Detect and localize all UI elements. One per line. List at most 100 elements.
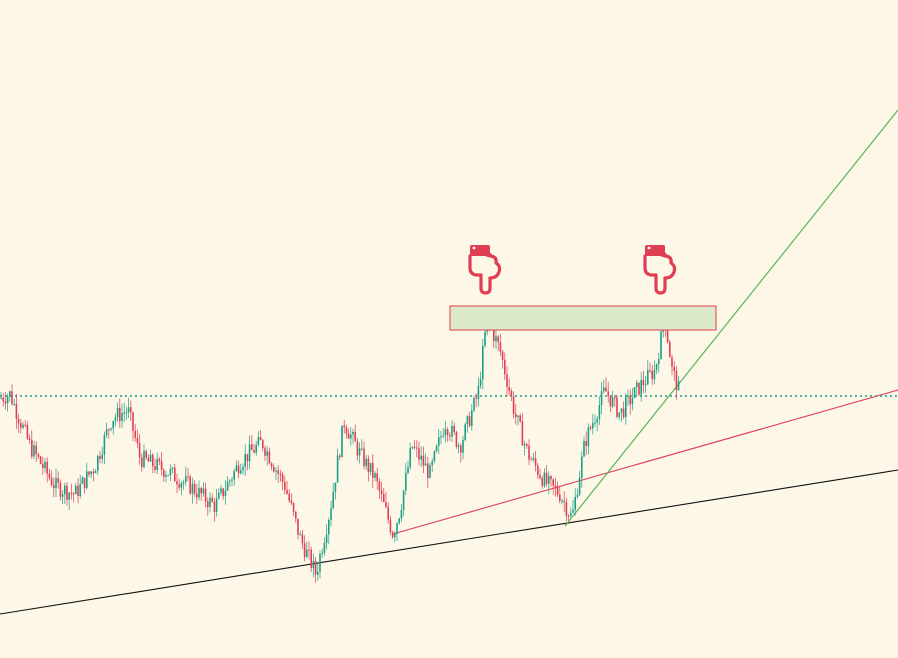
candle bbox=[376, 467, 378, 490]
candle-body bbox=[332, 491, 334, 509]
candle-body bbox=[471, 410, 473, 427]
candle-body bbox=[457, 445, 460, 448]
candle-body bbox=[125, 412, 128, 414]
candle bbox=[565, 497, 568, 522]
candle bbox=[119, 398, 121, 428]
candle bbox=[171, 466, 174, 474]
candle bbox=[506, 366, 508, 397]
candle-body bbox=[211, 497, 213, 502]
candle-body bbox=[204, 488, 207, 502]
candle-body bbox=[565, 502, 568, 516]
candle bbox=[596, 416, 598, 432]
candle-body bbox=[180, 483, 183, 488]
candle-body bbox=[649, 370, 651, 372]
candle bbox=[196, 484, 198, 505]
candle bbox=[653, 360, 656, 385]
candle bbox=[539, 468, 541, 480]
candle-body bbox=[158, 458, 161, 462]
candle-body bbox=[55, 477, 57, 489]
candle bbox=[101, 446, 103, 464]
candle bbox=[512, 391, 515, 419]
candle-body bbox=[28, 438, 31, 441]
candle bbox=[90, 470, 92, 479]
candle bbox=[358, 442, 361, 464]
candle-body bbox=[328, 520, 330, 535]
candle bbox=[110, 427, 112, 432]
candle bbox=[418, 441, 420, 466]
candle-body bbox=[138, 443, 141, 458]
candle bbox=[224, 480, 227, 505]
candle bbox=[317, 563, 319, 581]
candle bbox=[567, 514, 570, 521]
candle bbox=[284, 475, 286, 495]
candle-body bbox=[352, 431, 354, 435]
candle-body bbox=[572, 509, 574, 513]
candle-body bbox=[462, 439, 464, 453]
candle bbox=[413, 440, 416, 450]
candle-body bbox=[46, 461, 48, 474]
candle-body bbox=[312, 560, 315, 569]
candle bbox=[345, 424, 348, 439]
candle-body bbox=[365, 458, 367, 467]
candle bbox=[411, 446, 414, 450]
candle bbox=[279, 469, 282, 482]
candle bbox=[651, 364, 653, 385]
candle-body bbox=[255, 444, 257, 453]
candle bbox=[314, 556, 317, 583]
candle-body bbox=[677, 381, 680, 391]
candle-body bbox=[640, 379, 642, 395]
candle-body bbox=[446, 429, 449, 436]
candle-body bbox=[596, 418, 598, 423]
candle-body bbox=[499, 342, 502, 352]
candle-body bbox=[497, 336, 499, 343]
candle-body bbox=[35, 445, 37, 455]
candle-body bbox=[363, 448, 365, 467]
candle bbox=[592, 413, 594, 435]
candle-body bbox=[347, 433, 350, 439]
candle-body bbox=[48, 473, 51, 478]
candle bbox=[220, 484, 222, 496]
candle bbox=[671, 354, 673, 376]
candle bbox=[526, 443, 528, 450]
candle bbox=[22, 421, 24, 430]
candle-body bbox=[116, 407, 119, 418]
candle bbox=[83, 477, 86, 494]
candle-body bbox=[182, 482, 185, 484]
candle-body bbox=[495, 336, 497, 342]
trendline-support_steep bbox=[564, 109, 898, 527]
candle-body bbox=[629, 395, 631, 405]
candle bbox=[559, 485, 561, 504]
candle bbox=[226, 476, 229, 492]
candle-body bbox=[653, 369, 656, 380]
candle bbox=[636, 380, 638, 396]
candle bbox=[240, 463, 242, 475]
candle-body bbox=[72, 493, 75, 495]
candle-body bbox=[479, 379, 482, 386]
candle bbox=[541, 475, 543, 489]
candle bbox=[383, 487, 385, 503]
candle bbox=[198, 480, 200, 501]
candle-body bbox=[548, 476, 550, 484]
candle bbox=[105, 422, 108, 438]
candle-body bbox=[264, 448, 266, 456]
candle bbox=[145, 449, 147, 460]
candle-body bbox=[440, 436, 442, 438]
candle-body bbox=[44, 461, 46, 469]
candle bbox=[396, 522, 398, 541]
candle bbox=[431, 458, 433, 473]
candle-body bbox=[541, 478, 543, 486]
candle-body bbox=[673, 366, 675, 372]
candle bbox=[222, 487, 224, 500]
candle-body bbox=[141, 457, 143, 467]
candle bbox=[209, 492, 211, 513]
candle-body bbox=[6, 396, 9, 404]
candle bbox=[552, 478, 554, 495]
candle-body bbox=[270, 463, 273, 467]
candle-body bbox=[81, 477, 84, 484]
resistance-zone bbox=[449, 305, 717, 331]
candle-body bbox=[581, 456, 583, 478]
candle bbox=[321, 548, 323, 559]
candle bbox=[420, 446, 422, 468]
